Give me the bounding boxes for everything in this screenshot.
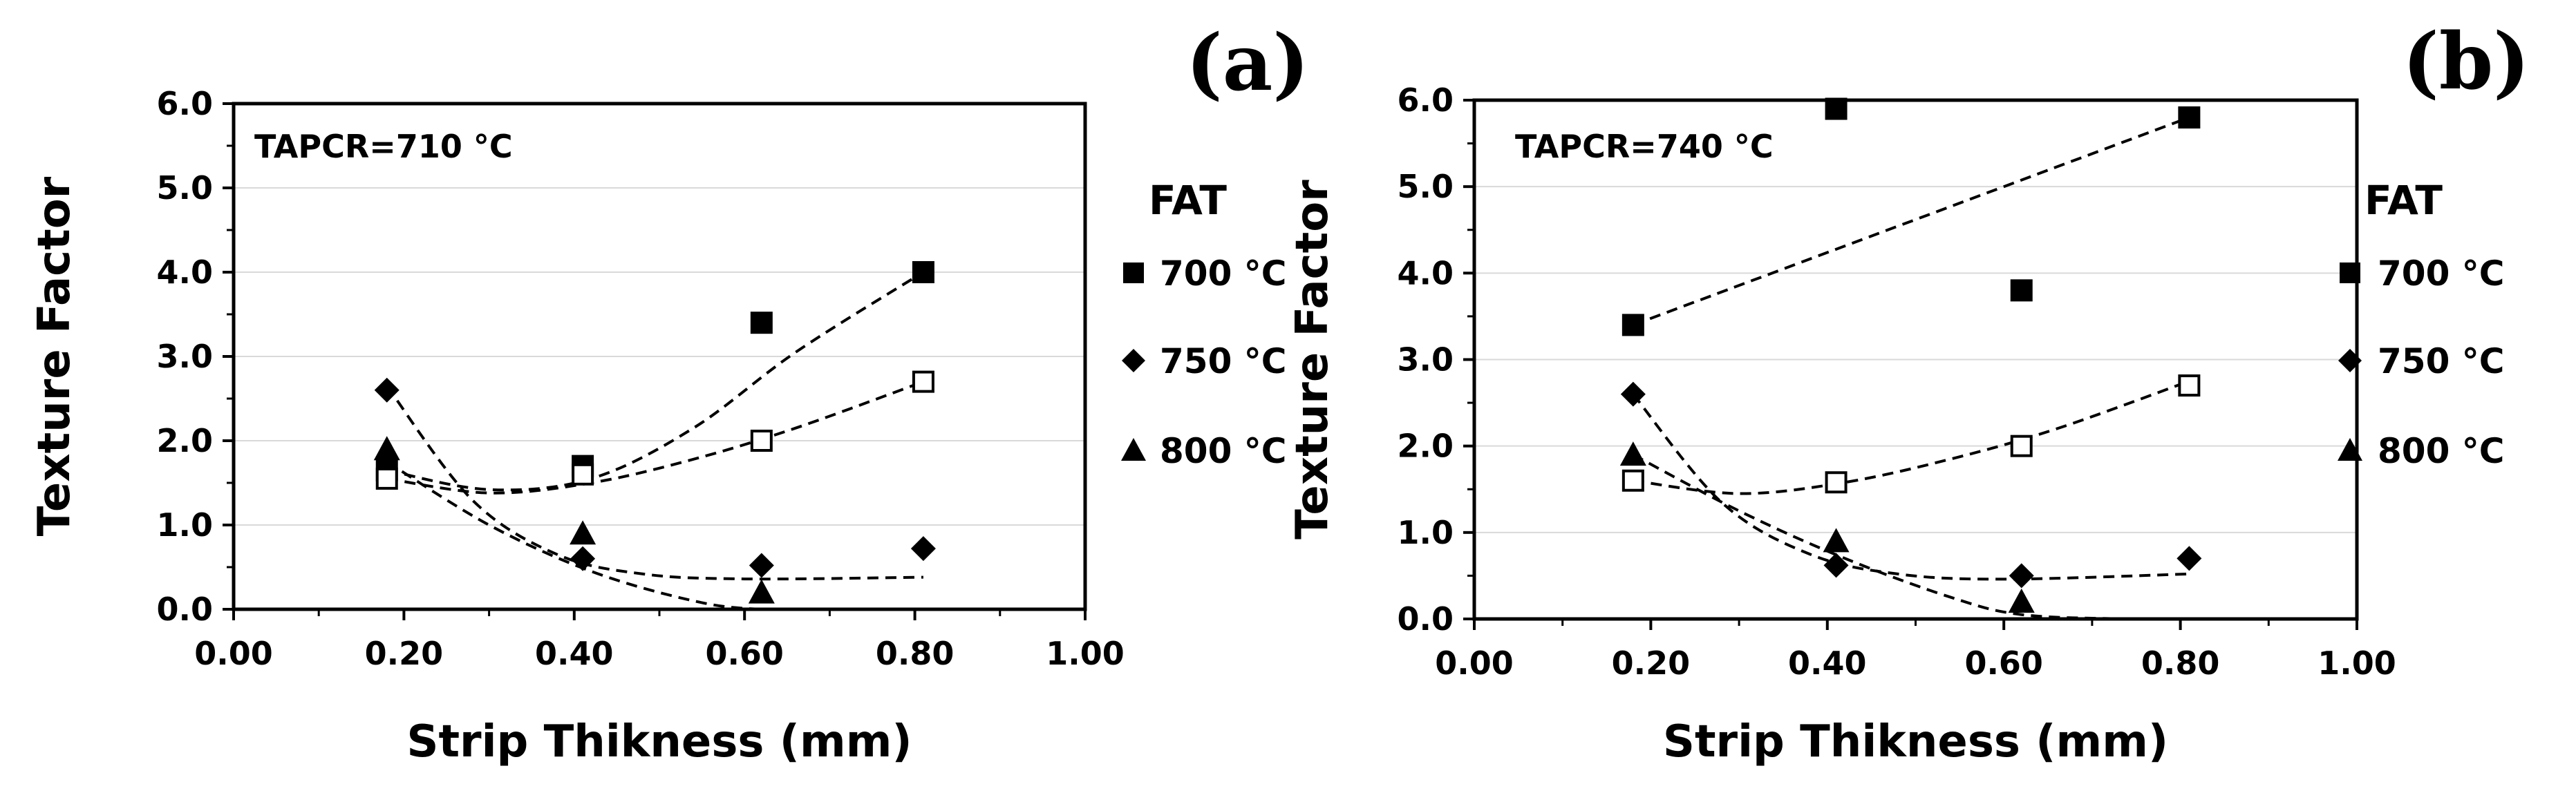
y-axis-title: Texture Factor — [29, 176, 80, 536]
x-tick-label: 1.00 — [2318, 645, 2396, 682]
data-point-triangle — [1823, 528, 1850, 553]
legend-label: 750 °C — [2378, 341, 2504, 381]
data-point-triangle — [1619, 441, 1646, 466]
y-tick-label: 0.0 — [1398, 600, 1454, 638]
data-point-open-square — [1621, 469, 1644, 492]
y-tick-label: 5.0 — [1398, 168, 1454, 205]
data-point-open-square — [572, 463, 594, 486]
x-axis-title: Strip Thikness (mm) — [1663, 716, 2168, 767]
data-point-open-square — [1825, 471, 1848, 494]
legend-title: FAT — [2365, 177, 2443, 224]
y-tick-label: 1.0 — [1398, 514, 1454, 551]
trend-line-square — [1633, 116, 2190, 327]
x-axis-title: Strip Thikness (mm) — [406, 716, 912, 767]
legend-title: FAT — [1149, 177, 1227, 224]
data-point-triangle — [2008, 588, 2035, 613]
data-point-triangle — [570, 520, 596, 545]
data-point-diamond — [374, 377, 399, 403]
data-point-diamond — [910, 536, 936, 562]
data-point-diamond — [749, 553, 774, 578]
legend-marker-diamond — [2338, 349, 2362, 372]
trend-line-triangle — [1632, 453, 2190, 619]
data-point-square — [2178, 106, 2201, 129]
x-tick-label: 0.60 — [705, 635, 784, 672]
data-point-square — [750, 312, 773, 334]
legend-marker-triangle — [1121, 438, 1146, 461]
x-tick-label: 1.00 — [1046, 635, 1125, 672]
legend-marker-diamond — [1122, 349, 1145, 372]
legend-label: 750 °C — [1160, 341, 1286, 381]
x-tick-label: 0.40 — [535, 635, 614, 672]
legend-label: 800 °C — [2378, 431, 2504, 471]
legend-marker-triangle — [2338, 438, 2362, 461]
panel-label: (a) — [1186, 18, 1310, 108]
x-tick-label: 0.20 — [365, 635, 444, 672]
data-point-triangle — [373, 436, 400, 461]
trend-line-diamond — [1632, 393, 2190, 581]
y-tick-label: 2.0 — [157, 422, 214, 459]
legend-label: 800 °C — [1160, 431, 1286, 471]
data-point-square — [912, 261, 934, 283]
chart-panel-a: 0.0 1.0 2.0 3.0 4.0 5.0 6.0 0.00 0.20 0.40 0.60 0.8… — [29, 18, 1309, 767]
data-point-open-square — [912, 370, 934, 393]
data-point-diamond — [1823, 553, 1849, 578]
y-axis-title: Texture Factor — [1287, 180, 1338, 540]
y-tick-label: 5.0 — [157, 169, 214, 207]
trend-line-open-square — [1633, 379, 2190, 495]
trend-line-diamond — [386, 385, 923, 581]
legend-label: 700 °C — [1160, 254, 1286, 294]
chart-panel-b: 0.0 1.0 2.0 3.0 4.0 5.0 6.0 0.00 0.20 0.40 0.60 0.8… — [1287, 17, 2530, 767]
tapcr-annotation: TAPCR=740 °C — [1515, 128, 1774, 165]
x-tick-label: 0.00 — [194, 635, 273, 672]
y-tick-label: 6.0 — [157, 85, 214, 122]
y-tick-label: 4.0 — [1398, 254, 1454, 292]
trend-line-open-square — [386, 380, 924, 495]
y-tick-label: 3.0 — [157, 338, 214, 375]
y-tick-label: 0.0 — [157, 591, 214, 628]
legend-marker-square — [2340, 262, 2360, 283]
data-point-open-square — [2178, 374, 2201, 397]
data-point-triangle — [748, 579, 775, 604]
x-tick-label: 0.20 — [1612, 645, 1691, 682]
y-tick-label: 3.0 — [1398, 341, 1454, 379]
x-tick-label: 0.40 — [1788, 645, 1867, 682]
data-point-square — [1825, 97, 1848, 120]
data-point-open-square — [750, 430, 773, 452]
data-point-diamond — [2009, 563, 2034, 589]
data-point-diamond — [2177, 546, 2202, 571]
x-tick-label: 0.80 — [876, 635, 955, 672]
y-tick-label: 1.0 — [157, 506, 214, 544]
y-tick-label: 4.0 — [157, 254, 214, 291]
data-point-square — [1621, 314, 1644, 336]
x-tick-label: 0.60 — [1964, 645, 2043, 682]
legend-label: 700 °C — [2378, 254, 2504, 294]
data-point-diamond — [570, 546, 596, 571]
panel-label: (b) — [2403, 17, 2530, 107]
tapcr-annotation: TAPCR=710 °C — [254, 128, 513, 165]
data-point-open-square — [2010, 435, 2033, 457]
x-tick-label: 0.00 — [1435, 645, 1514, 682]
data-point-open-square — [375, 467, 398, 490]
legend-marker-square — [1123, 262, 1144, 283]
trend-line-triangle — [386, 460, 864, 609]
y-tick-label: 2.0 — [1398, 428, 1454, 465]
x-tick-label: 0.80 — [2141, 645, 2220, 682]
y-tick-label: 6.0 — [1398, 82, 1454, 119]
data-point-diamond — [1620, 381, 1646, 407]
data-point-square — [2010, 279, 2033, 302]
trend-line-square — [386, 271, 924, 492]
